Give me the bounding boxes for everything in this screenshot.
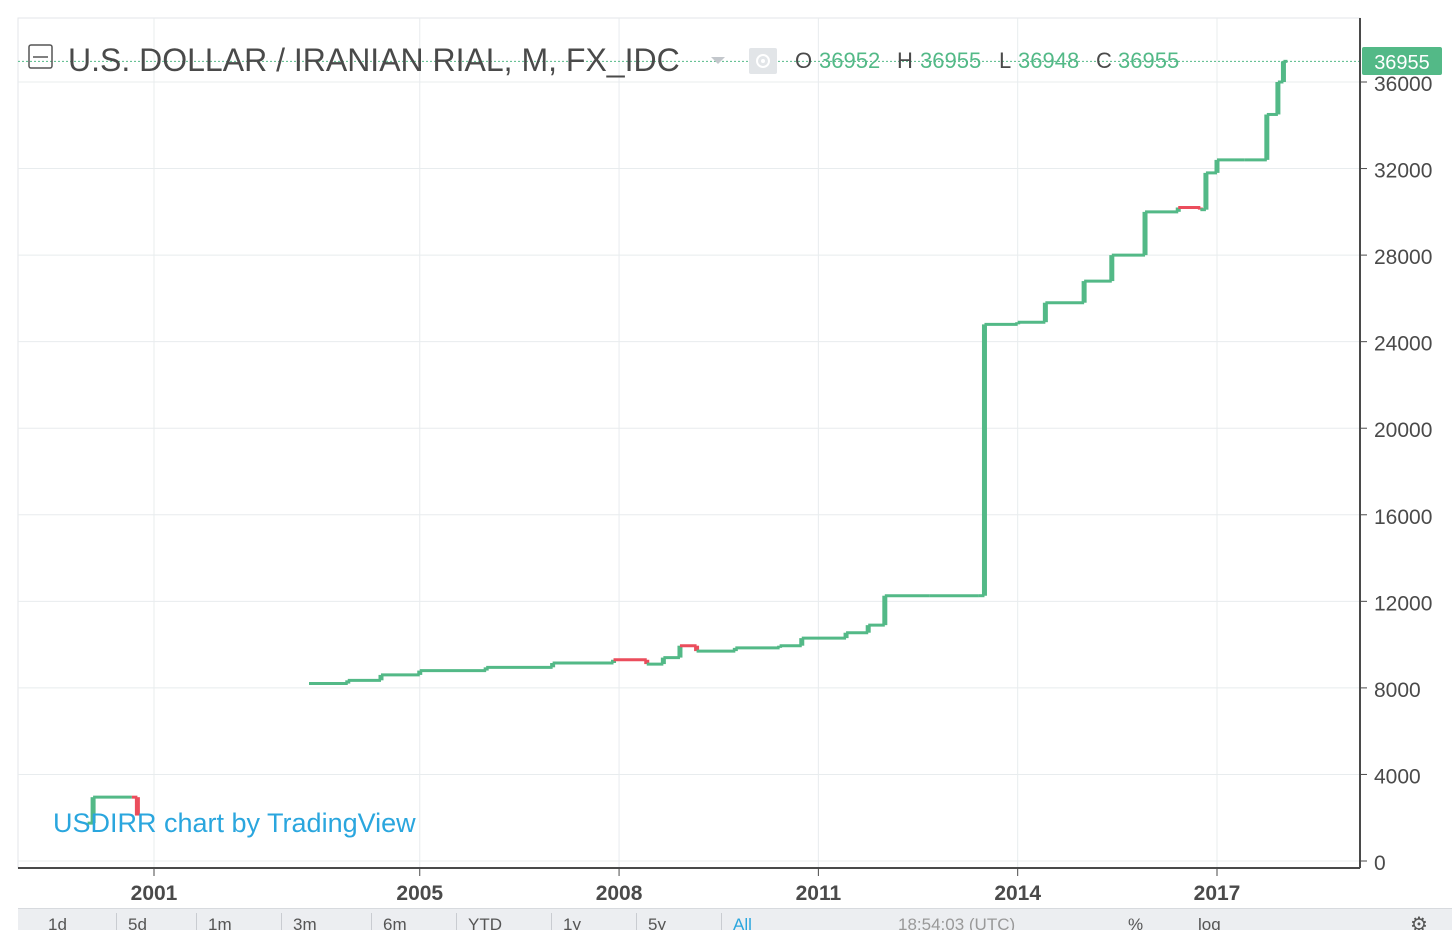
y-tick-label: 20000 bbox=[1374, 419, 1432, 442]
x-tick-label: 2014 bbox=[994, 882, 1041, 905]
last-price-badge-bg bbox=[1362, 47, 1442, 75]
collapse-legend-icon[interactable] bbox=[28, 44, 53, 69]
log-scale-button[interactable]: log bbox=[1198, 915, 1221, 930]
price-series[interactable] bbox=[87, 59, 1288, 825]
bottom-toolbar: 1d 5d 1m 3m 6m YTD 1y 5y All 18:54:03 (UTC)% log ⚙ bbox=[18, 908, 1452, 930]
plot-frame bbox=[17, 17, 1361, 869]
toolbar-separator bbox=[281, 913, 282, 930]
eye-icon bbox=[756, 54, 770, 68]
toolbar-separator bbox=[116, 913, 117, 930]
range-button-1m[interactable]: 1m bbox=[208, 915, 232, 930]
y-tick-label: 12000 bbox=[1374, 592, 1432, 615]
range-button-3m[interactable]: 3m bbox=[293, 915, 317, 930]
toolbar-separator bbox=[456, 913, 457, 930]
ohlc-low-value: 36948 bbox=[1018, 48, 1079, 73]
toolbar-separator bbox=[371, 913, 372, 930]
last-price-badge: 36955 bbox=[1362, 47, 1442, 75]
toolbar-separator bbox=[636, 913, 637, 930]
ohlc-open-label: O bbox=[795, 48, 812, 73]
watermark-link[interactable]: USDIRR chart by TradingView bbox=[53, 808, 416, 838]
y-tick-label: 8000 bbox=[1374, 679, 1421, 702]
toolbar-separator bbox=[721, 913, 722, 930]
range-button-1y[interactable]: 1y bbox=[563, 915, 581, 930]
range-button-1d[interactable]: 1d bbox=[48, 915, 67, 930]
range-button-5y[interactable]: 5y bbox=[648, 915, 666, 930]
chevron-down-icon[interactable] bbox=[711, 57, 725, 64]
x-tick-label: 2008 bbox=[596, 882, 643, 905]
x-tick-label: 2017 bbox=[1194, 882, 1241, 905]
last-price-badge-text: 36955 bbox=[1374, 52, 1430, 74]
time-axis[interactable]: 2001 2005 2008 2011 2014 2017 bbox=[131, 868, 1241, 905]
eye-icon-pupil bbox=[761, 59, 765, 63]
symbol-title[interactable]: U.S. DOLLAR / IRANIAN RIAL, M, FX_IDC bbox=[68, 42, 680, 78]
gear-icon[interactable]: ⚙ bbox=[1410, 914, 1428, 930]
price-axis[interactable]: 0 4000 8000 12000 16000 20000 24000 28000 32000 3… bbox=[1360, 73, 1432, 875]
range-button-all[interactable]: All bbox=[733, 915, 752, 930]
y-tick-label: 36000 bbox=[1374, 73, 1432, 96]
ohlc-open-value: 36952 bbox=[819, 48, 880, 73]
y-tick-label: 16000 bbox=[1374, 506, 1432, 529]
x-tick-label: 2001 bbox=[131, 882, 178, 905]
y-tick-label: 0 bbox=[1374, 852, 1386, 875]
ohlc-close-value: 36955 bbox=[1118, 48, 1179, 73]
y-tick-label: 32000 bbox=[1374, 160, 1432, 183]
range-button-6m[interactable]: 6m bbox=[383, 915, 407, 930]
y-tick-label: 4000 bbox=[1374, 765, 1421, 788]
toolbar-separator bbox=[551, 913, 552, 930]
toolbar-clock: 18:54:03 (UTC) bbox=[898, 915, 1016, 930]
y-tick-label: 28000 bbox=[1374, 246, 1432, 269]
x-tick-label: 2011 bbox=[796, 882, 842, 905]
grid-layer bbox=[18, 18, 1360, 868]
ohlc-high-label: H bbox=[897, 48, 913, 73]
chart-header: U.S. DOLLAR / IRANIAN RIAL, M, FX_IDC O … bbox=[28, 42, 1179, 78]
x-tick-label: 2005 bbox=[396, 882, 443, 905]
ohlc-high-value: 36955 bbox=[920, 48, 981, 73]
range-button-ytd[interactable]: YTD bbox=[468, 915, 502, 930]
toolbar-separator bbox=[196, 913, 197, 930]
y-tick-label: 24000 bbox=[1374, 333, 1432, 356]
ohlc-low-label: L bbox=[999, 48, 1011, 73]
percent-scale-button[interactable]: % bbox=[1128, 915, 1144, 930]
range-button-5d[interactable]: 5d bbox=[128, 915, 147, 930]
ohlc-close-label: C bbox=[1096, 48, 1112, 73]
